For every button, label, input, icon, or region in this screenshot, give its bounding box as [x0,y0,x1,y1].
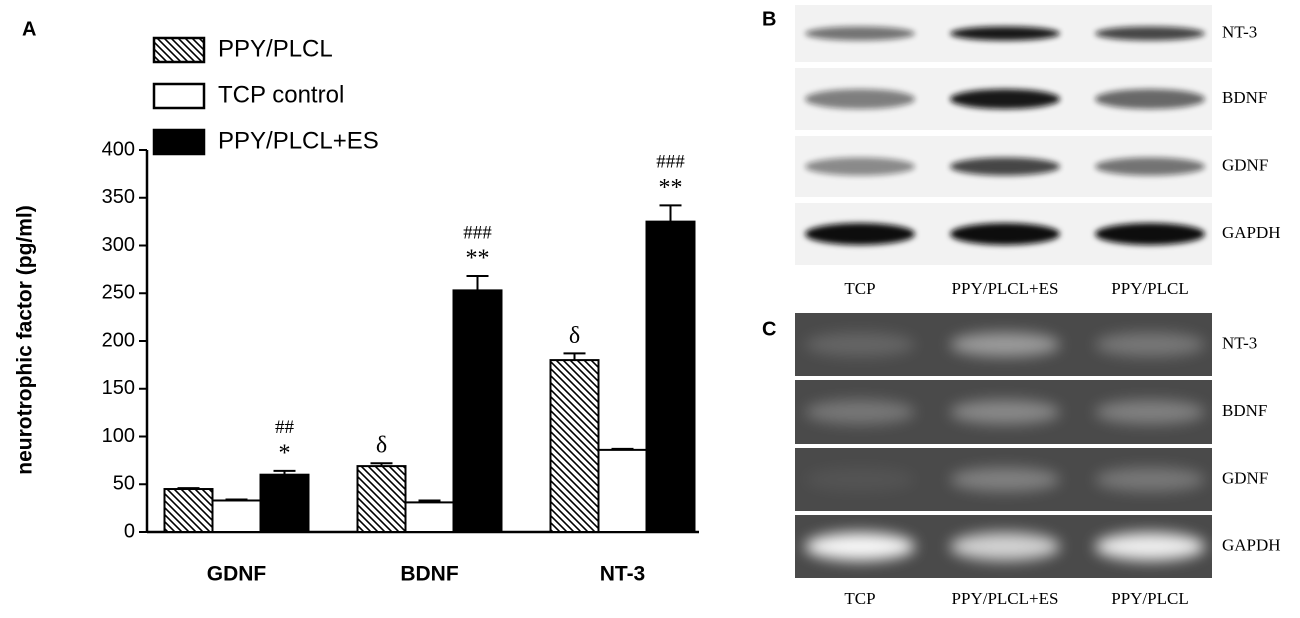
y-tick-label: 50 [113,473,135,495]
blot-band [805,157,915,176]
error-bar [177,487,200,490]
blot-lane-label: PPY/PLCL+ES [952,589,1059,608]
panel-label: C [762,318,776,340]
y-axis-label: neurotrophic factor (pg/ml) [14,205,37,475]
blot-band [1095,26,1205,41]
error-bar [563,352,586,361]
blot-row-label: GDNF [1222,155,1268,174]
blot-row-label: BDNF [1222,401,1267,420]
bar [259,473,310,534]
blot-row-label: NT-3 [1222,333,1257,352]
blot-band [805,332,915,357]
blot-band [950,89,1060,109]
blot-band [1095,223,1205,245]
blot-band [1095,400,1205,424]
blot-lane-label: PPY/PLCL+ES [952,279,1059,298]
annotation: ## [275,417,295,438]
annotation: ### [656,152,685,173]
blot-lane-label: PPY/PLCL [1111,279,1188,298]
blot-band [805,467,915,492]
error-bar [225,498,248,501]
y-tick-label: 0 [124,520,135,542]
x-tick-label: GDNF [207,563,267,586]
annotation: ### [463,222,492,243]
bar [163,488,214,533]
bar [211,499,262,533]
x-tick-label: BDNF [400,563,458,586]
blot-row-label: GAPDH [1222,535,1281,554]
legend-swatch [152,82,206,110]
annotation: δ [376,433,387,459]
blot-lane-label: PPY/PLCL [1111,589,1188,608]
blot-band [1095,332,1205,357]
legend-label: PPY/PLCL [218,35,333,62]
blot-band [1095,467,1205,492]
bar [597,448,648,533]
blot-band [950,223,1060,245]
blot-band [1095,157,1205,176]
blot-band [950,532,1060,561]
x-tick-label: NT-3 [600,563,646,586]
blot-band [950,400,1060,424]
bar [356,465,407,534]
blot-row-label: NT-3 [1222,22,1257,41]
error-bar [418,499,441,503]
y-tick-label: 350 [102,186,135,208]
y-tick-label: 400 [102,138,135,160]
panel-label: B [762,8,776,30]
y-tick-label: 200 [102,329,135,351]
annotation: ** [659,175,683,201]
legend-label: TCP control [218,81,344,108]
blot-band [1095,89,1205,109]
blot-band [950,157,1060,176]
blot-lane-label: TCP [844,589,875,608]
blot-row-label: GDNF [1222,468,1268,487]
blot-band [950,467,1060,492]
blot-band [805,223,915,245]
blot-band [1095,532,1205,561]
panel-label: A [22,18,36,40]
error-bar [273,469,296,475]
error-bar [370,462,393,467]
y-tick-label: 100 [102,425,135,447]
y-tick-label: 150 [102,377,135,399]
bar [452,289,503,534]
legend-label: PPY/PLCL+ES [218,127,379,154]
bar [645,220,696,533]
legend-swatch [152,128,206,156]
error-bar [466,275,489,291]
error-bar [659,204,682,222]
annotation: * [279,440,291,466]
blot-band [950,26,1060,41]
annotation: δ [569,323,580,349]
blot-lane-label: TCP [844,279,875,298]
blot-band [805,532,915,561]
blot-row-label: BDNF [1222,88,1267,107]
y-tick-label: 250 [102,282,135,304]
annotation: ** [466,246,490,272]
bar [404,501,455,533]
y-tick-label: 300 [102,234,135,256]
blot-row-label: GAPDH [1222,223,1281,242]
blot-band [805,26,915,41]
blot-band [950,332,1060,357]
blot-band [805,89,915,109]
error-bar [611,447,634,450]
blot-band [805,400,915,424]
bar [549,359,600,533]
legend-swatch [152,36,206,64]
